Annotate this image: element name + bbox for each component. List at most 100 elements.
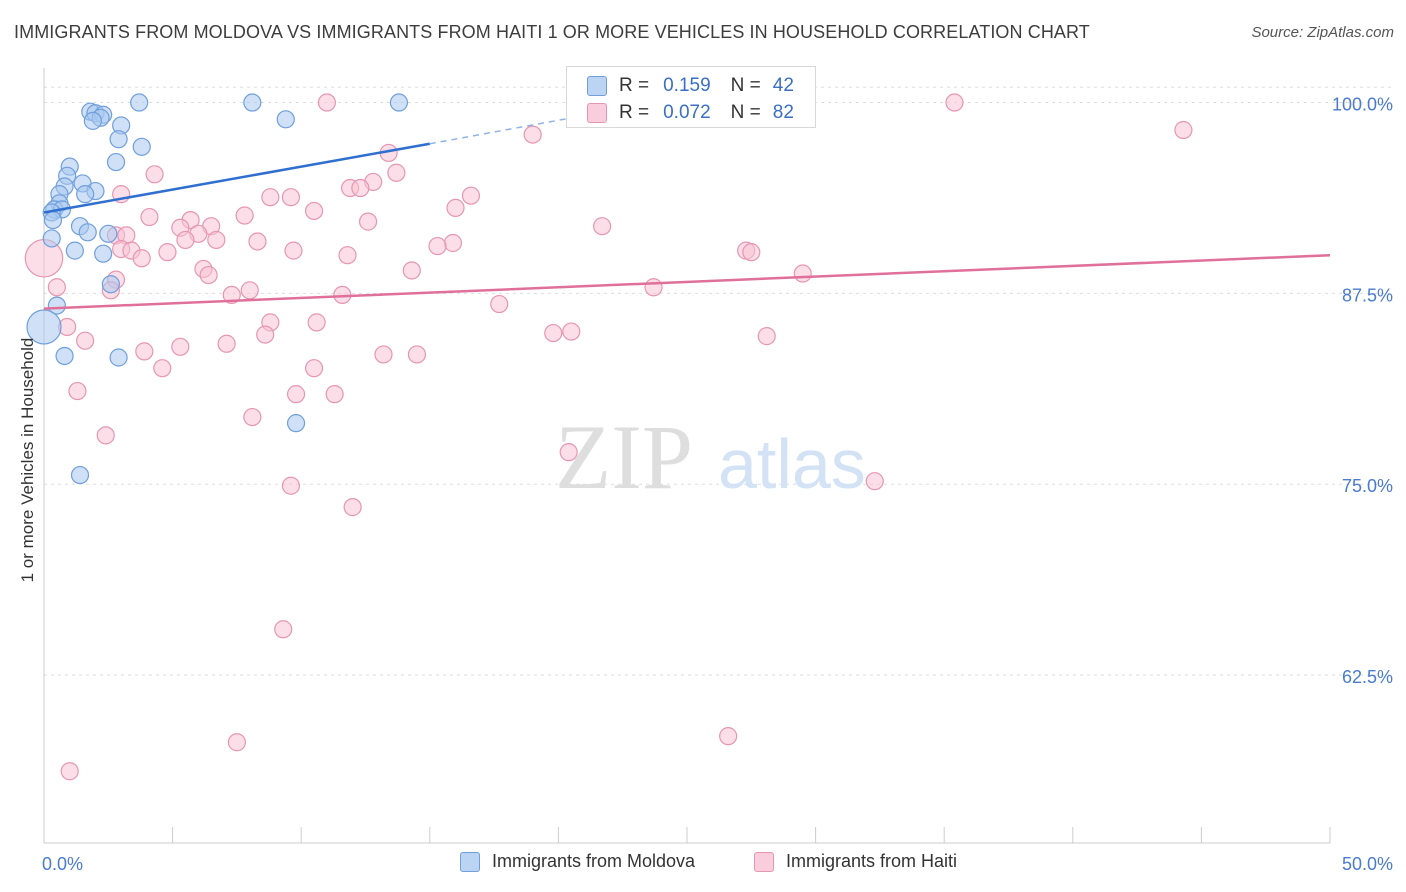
- series-legend-swatch-moldova: [460, 851, 480, 872]
- y-axis-label: 1 or more Vehicles in Household: [18, 337, 37, 583]
- legend-n-label: N =: [730, 102, 761, 123]
- haiti-point: [461, 186, 481, 205]
- moldova-point: [109, 348, 128, 367]
- haiti-point: [1174, 120, 1193, 140]
- series-legend-label-moldova: Immigrants from Moldova: [492, 851, 696, 871]
- haiti-point: [158, 243, 177, 262]
- legend-n-label: N =: [730, 75, 761, 96]
- haiti-point: [235, 206, 254, 225]
- haiti-point: [47, 278, 66, 297]
- haiti-point: [407, 345, 427, 364]
- haiti-point: [317, 93, 337, 112]
- haiti-point: [793, 264, 812, 283]
- moldova-point: [389, 93, 409, 112]
- haiti-point: [153, 359, 172, 378]
- haiti-point: [325, 385, 344, 404]
- moldova-point: [130, 93, 149, 112]
- haiti-point: [256, 325, 275, 344]
- haiti-point: [865, 472, 884, 491]
- legend-row-haiti: R = 0.072 N = 82: [587, 100, 794, 126]
- haiti-point: [227, 733, 246, 752]
- haiti-point: [199, 265, 218, 285]
- moldova-point: [43, 210, 63, 230]
- moldova-point: [94, 244, 113, 263]
- haiti-point: [338, 246, 357, 265]
- series-legend-moldova: Immigrants from Moldova: [460, 851, 695, 872]
- tick-labels: 100.0% 87.5% 75.0% 62.5% 0.0% 50.0%: [42, 95, 1393, 874]
- haiti-point: [358, 212, 378, 231]
- haiti-point: [96, 426, 115, 445]
- legend-swatch-moldova: [587, 76, 607, 96]
- haiti-point: [171, 337, 190, 356]
- series-legend-haiti: Immigrants from Haiti: [754, 851, 957, 872]
- haiti-point: [374, 345, 393, 364]
- moldova-point: [42, 229, 61, 248]
- watermark-atlas: atlas: [718, 425, 866, 503]
- haiti-point: [207, 230, 226, 250]
- haiti-point: [286, 385, 306, 404]
- haiti-point: [261, 188, 280, 207]
- watermark: ZIP atlas: [555, 406, 866, 508]
- stats-legend: R = 0.159 N = 42 R = 0.072 N = 82: [566, 66, 816, 128]
- moldova-point: [70, 465, 90, 485]
- haiti-point: [304, 359, 324, 378]
- haiti-point: [742, 243, 761, 262]
- watermark-zip: ZIP: [555, 406, 693, 508]
- moldova-point: [99, 224, 118, 243]
- series-moldova: [26, 93, 409, 485]
- haiti-point: [443, 233, 463, 253]
- legend-row-moldova: R = 0.159 N = 42: [587, 73, 794, 99]
- haiti-point: [140, 207, 159, 227]
- x-tick-label: 50.0%: [1342, 854, 1393, 874]
- legend-n-moldova: 42: [772, 75, 794, 96]
- y-tick-label: 100.0%: [1332, 95, 1393, 115]
- moldova-point: [106, 152, 126, 172]
- haiti-point: [176, 230, 195, 250]
- y-tick-label: 87.5%: [1342, 285, 1393, 305]
- x-tick-label: 0.0%: [42, 854, 83, 874]
- trend-lines: [43, 112, 1331, 310]
- haiti-point: [562, 322, 581, 341]
- moldova-point: [65, 241, 84, 260]
- haiti-point: [593, 217, 612, 236]
- moldova-point: [26, 309, 62, 345]
- haiti-point: [544, 323, 563, 343]
- haiti-point: [523, 125, 542, 144]
- moldova-point: [243, 93, 262, 112]
- legend-swatch-haiti: [587, 103, 607, 123]
- trend-line-haiti: [43, 253, 1331, 310]
- legend-r-label: R =: [619, 102, 650, 123]
- haiti-point: [248, 232, 267, 251]
- haiti-point: [719, 727, 738, 746]
- moldova-point: [47, 296, 66, 315]
- haiti-point: [222, 285, 241, 305]
- haiti-point: [644, 278, 663, 297]
- moldova-point: [109, 130, 128, 149]
- legend-r-moldova: 0.159: [663, 75, 711, 96]
- legend-r-label: R =: [619, 75, 650, 96]
- y-axis-label-wrap: 1 or more Vehicles in Household: [16, 160, 40, 760]
- haiti-point: [757, 327, 776, 346]
- haiti-point: [281, 476, 301, 495]
- y-tick-label: 75.0%: [1342, 476, 1393, 496]
- moldova-point: [78, 223, 97, 242]
- haiti-point: [240, 281, 259, 300]
- moldova-point: [101, 275, 120, 294]
- moldova-point: [286, 414, 306, 433]
- haiti-point: [428, 236, 447, 256]
- legend-r-haiti: 0.072: [663, 102, 711, 123]
- haiti-point: [68, 381, 87, 401]
- moldova-point: [55, 346, 74, 366]
- series-legend-swatch-haiti: [754, 851, 774, 872]
- haiti-point: [145, 165, 164, 184]
- haiti-point: [274, 620, 293, 639]
- series-legend-label-haiti: Immigrants from Haiti: [786, 851, 958, 871]
- haiti-point: [135, 342, 154, 361]
- haiti-point: [446, 198, 465, 217]
- haiti-point: [351, 178, 370, 198]
- moldova-point: [132, 137, 151, 156]
- legend-n-haiti: 82: [772, 102, 794, 123]
- haiti-point: [559, 443, 578, 462]
- haiti-point: [945, 93, 964, 112]
- source-label: Source: ZipAtlas.com: [1251, 24, 1394, 41]
